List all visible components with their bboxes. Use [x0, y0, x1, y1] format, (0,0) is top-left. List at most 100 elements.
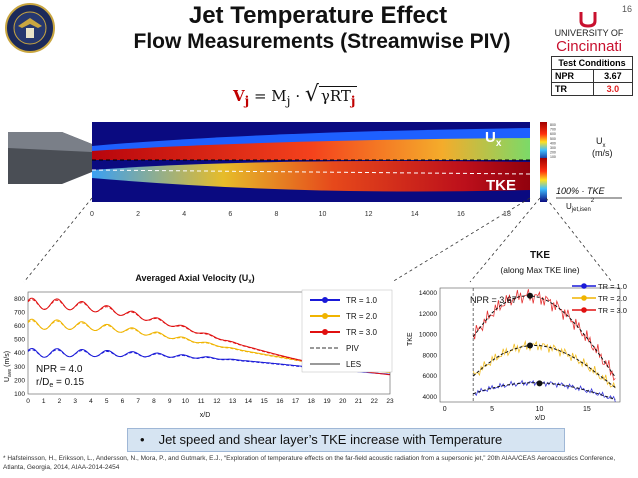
tke-y-tick: 12000	[419, 311, 437, 318]
piv-contour-panel: Ux TKE 0 2 4 6 8 10 12 14 16 18 80070060050040030…	[8, 122, 622, 218]
tke-y-tick: 8000	[423, 352, 438, 359]
tke-normalization: Ujet,isen2	[566, 198, 595, 213]
tke-chart-title: TKE	[530, 250, 550, 261]
ux-colorbar	[540, 122, 547, 162]
velocity-y-tick: 600	[14, 323, 25, 330]
velocity-x-tick: 10	[182, 398, 190, 405]
tke-legend: TR = 1.0 TR = 2.0 TR = 3.0	[572, 282, 627, 315]
colorbar-tick: 500	[550, 137, 556, 141]
colorbar-tick: 700	[550, 128, 556, 132]
velocity-legend: TR = 1.0 TR = 2.0 TR = 3.0 PIV LES	[301, 289, 393, 373]
eq-mach-sub: j	[286, 93, 291, 108]
key-finding-text: Jet speed and shear layer’s TKE increase…	[158, 432, 503, 447]
velocity-npr-annotation: NPR = 4.0	[36, 364, 83, 375]
legend-label: TR = 3.0	[346, 328, 377, 337]
velocity-y-tick: 500	[14, 337, 25, 344]
npr-value: 3.67	[592, 69, 634, 83]
velocity-x-tick: 8	[152, 398, 156, 405]
tke-y-label: TKE	[407, 332, 414, 346]
velocity-x-tick: 15	[260, 398, 268, 405]
velocity-r-annotation: r/De = 0.15	[36, 377, 85, 389]
velocity-x-tick: 12	[213, 398, 221, 405]
key-finding-bullet: • Jet speed and shear layer’s TKE increas…	[127, 428, 565, 452]
piv-x-tick: 12	[365, 211, 373, 218]
piv-x-tick: 6	[228, 211, 232, 218]
velocity-x-tick: 13	[229, 398, 237, 405]
tke-chart: TKE (along Max TKE line) 0 5 10 15 4000 6000 8…	[407, 250, 627, 422]
colorbar-tick: 400	[550, 141, 556, 145]
velocity-x-tick: 18	[308, 398, 316, 405]
eq-mach: M	[271, 87, 287, 105]
colorbar-tick: 600	[550, 132, 556, 136]
velocity-x-label: x/D	[200, 412, 211, 419]
navy-seal-logo	[5, 3, 55, 53]
tr-label: TR	[551, 82, 594, 96]
tke-legend-marker	[581, 295, 587, 301]
legend-marker	[322, 329, 328, 335]
colorbar-tick: 300	[550, 146, 556, 150]
legend-label: LES	[346, 360, 361, 369]
tke-series-fit	[473, 382, 616, 400]
tke-x-tick: 0	[443, 406, 447, 413]
velocity-series-piv	[27, 299, 311, 364]
piv-x-tick: 10	[319, 211, 327, 218]
colorbar-unit-label: Ux	[596, 136, 606, 149]
colorbar-tick: 800	[550, 123, 556, 127]
page-number: 16	[621, 4, 632, 14]
tke-colorbar	[540, 158, 547, 202]
tke-legend-label: TR = 3.0	[598, 306, 627, 315]
velocity-y-tick: 200	[14, 377, 25, 384]
velocity-x-tick: 2	[58, 398, 62, 405]
velocity-x-tick: 7	[136, 398, 140, 405]
velocity-chart-title: Averaged Axial Velocity (Ux)	[135, 273, 254, 285]
tke-plot-frame	[439, 287, 621, 403]
tke-legend-label: TR = 2.0	[598, 294, 627, 303]
colorbar-tick: 100	[550, 155, 556, 159]
legend-label: TR = 2.0	[346, 312, 377, 321]
test-conditions-header: Test Conditions	[551, 56, 633, 70]
velocity-x-tick: 11	[198, 398, 205, 405]
tke-chart-subtitle: (along Max TKE line)	[500, 265, 579, 275]
legend-label: TR = 1.0	[346, 296, 377, 305]
uc-logo-icon	[579, 12, 597, 28]
velocity-x-tick: 17	[292, 398, 300, 405]
velocity-series-piv	[27, 320, 311, 364]
eq-sqrt-body: γRT	[320, 87, 351, 105]
tke-peak-marker	[536, 380, 543, 387]
university-line2: Cincinnati	[556, 38, 622, 55]
velocity-x-tick: 6	[121, 398, 125, 405]
university-name: UNIVERSITY OF Cincinnati	[544, 28, 634, 55]
velocity-y-tick: 800	[14, 296, 25, 303]
tke-y-tick: 14000	[419, 290, 437, 297]
legend-marker	[322, 313, 328, 319]
tke-series-data	[472, 339, 616, 389]
tke-x-tick: 5	[490, 406, 494, 413]
piv-x-tick: 4	[182, 211, 186, 218]
velocity-y-tick: 400	[14, 350, 25, 357]
tke-y-tick: 6000	[423, 373, 438, 380]
velocity-y-tick: 300	[14, 364, 25, 371]
piv-x-tick: 8	[274, 211, 278, 218]
tke-legend-marker	[581, 307, 587, 313]
jet-velocity-equation: Vj = Mj · √ γRTj	[233, 82, 358, 108]
colorbar-tick: 200	[550, 151, 556, 155]
tke-x-label: x/D	[535, 415, 546, 422]
velocity-x-tick: 9	[168, 398, 172, 405]
university-line1: UNIVERSITY OF	[554, 28, 624, 38]
tke-x-tick: 15	[583, 406, 591, 413]
piv-x-tick: 18	[503, 211, 511, 218]
legend-label: PIV	[346, 344, 360, 353]
reference-footnote: * Hafsteinsson, H., Eriksson, L., Anders…	[3, 455, 616, 471]
slide-subtitle: Flow Measurements (Streamwise PIV)	[133, 30, 511, 53]
npr-label: NPR	[551, 69, 594, 83]
piv-x-tick: 0	[90, 211, 94, 218]
velocity-x-tick: 16	[276, 398, 284, 405]
tke-formula: 100% · TKE	[556, 186, 606, 196]
velocity-y-tick: 700	[14, 309, 25, 316]
tke-npr-annotation: NPR = 3.67	[470, 295, 517, 305]
tke-series-fit	[472, 345, 616, 388]
tke-field-label: TKE	[486, 177, 516, 194]
slide-title: Jet Temperature Effect	[188, 2, 448, 29]
tke-legend-label: TR = 1.0	[598, 282, 627, 291]
tke-legend-marker	[581, 283, 587, 289]
